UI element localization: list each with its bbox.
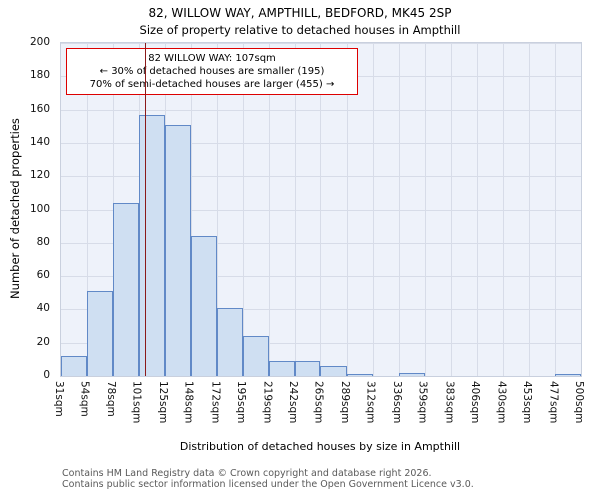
- v-gridline: [86, 43, 88, 376]
- x-tick-label: 172sqm: [209, 381, 222, 424]
- y-tick-label: 160: [29, 102, 50, 115]
- y-tick-label: 20: [36, 335, 50, 348]
- v-gridline: [451, 43, 453, 376]
- annotation-line-3: 70% of semi-detached houses are larger (…: [89, 79, 335, 90]
- annotation-line-1: 82 WILLOW WAY: 107sqm: [148, 53, 276, 64]
- v-gridline: [399, 43, 401, 376]
- v-gridline: [476, 43, 478, 376]
- y-tick-label: 80: [36, 235, 50, 248]
- x-tick-label: 336sqm: [391, 381, 404, 424]
- y-tick-label: 140: [29, 135, 50, 148]
- histogram-bar: [294, 361, 321, 376]
- y-tick-label: 60: [36, 269, 50, 282]
- v-gridline: [503, 43, 505, 376]
- v-gridline: [190, 43, 192, 376]
- v-gridline: [372, 43, 374, 376]
- v-gridline: [269, 43, 271, 376]
- histogram-bar: [86, 291, 114, 376]
- y-tick-label: 100: [29, 202, 50, 215]
- footer-line-2: Contains public sector information licen…: [62, 479, 474, 490]
- x-axis-title: Distribution of detached houses by size …: [179, 440, 461, 453]
- y-axis-tick-labels: 0 20 40 60 80 100 120 140 160 180 200: [0, 36, 56, 381]
- x-tick-label: 54sqm: [78, 381, 91, 417]
- x-tick-label: 31sqm: [53, 381, 65, 417]
- footer-line-1: Contains HM Land Registry data © Crown c…: [62, 468, 432, 479]
- plot-area: 82 WILLOW WAY: 107sqm ← 30% of detached …: [60, 42, 582, 377]
- x-axis-tick-labels: 31sqm 54sqm 78sqm 101sqm 125sqm 148sqm 172sqm 1…: [53, 379, 585, 437]
- v-gridline: [424, 43, 426, 376]
- chart-title: 82, WILLOW WAY, AMPTHILL, BEDFORD, MK45 …: [148, 6, 452, 20]
- histogram-bar: [113, 202, 139, 376]
- x-tick-label: 101sqm: [130, 381, 143, 424]
- x-tick-label: 453sqm: [520, 381, 533, 424]
- x-tick-label: 195sqm: [234, 381, 247, 424]
- x-tick-label: 500sqm: [573, 381, 585, 424]
- v-gridline: [347, 43, 349, 376]
- annotation-box: 82 WILLOW WAY: 107sqm ← 30% of detached …: [66, 48, 358, 95]
- histogram-bar: [269, 361, 295, 376]
- property-marker-line: [145, 43, 147, 376]
- x-tick-label: 359sqm: [416, 381, 429, 424]
- x-tick-label: 125sqm: [157, 381, 170, 424]
- x-tick-label: 383sqm: [443, 381, 456, 424]
- histogram-bar: [347, 374, 373, 376]
- v-gridline: [555, 43, 557, 376]
- y-tick-label: 0: [43, 369, 50, 381]
- x-tick-label: 265sqm: [312, 381, 325, 424]
- annotation-line-2: ← 30% of detached houses are smaller (19…: [99, 66, 325, 77]
- x-tick-label: 430sqm: [495, 381, 508, 424]
- x-tick-label: 289sqm: [339, 381, 352, 424]
- histogram-bar: [61, 356, 87, 376]
- histogram-bar: [190, 236, 218, 376]
- x-tick-label: 219sqm: [261, 381, 274, 424]
- histogram-bar: [165, 124, 191, 376]
- x-tick-label: 242sqm: [286, 381, 299, 424]
- x-tick-label: 78sqm: [105, 381, 118, 417]
- v-gridline: [528, 43, 530, 376]
- histogram-bar: [399, 372, 425, 376]
- chart-subtitle: Size of property relative to detached ho…: [139, 23, 461, 37]
- histogram-bar: [242, 336, 270, 376]
- y-tick-label: 120: [29, 169, 50, 182]
- y-tick-label: 40: [36, 302, 50, 315]
- histogram-bar: [320, 366, 348, 376]
- histogram-bar: [138, 114, 166, 376]
- histogram-bar: [217, 307, 243, 376]
- histogram-bar: [555, 374, 581, 376]
- v-gridline: [320, 43, 322, 376]
- y-tick-label: 180: [29, 69, 50, 82]
- v-gridline: [217, 43, 219, 376]
- x-tick-label: 406sqm: [468, 381, 481, 424]
- v-gridline: [294, 43, 296, 376]
- v-gridline: [242, 43, 244, 376]
- x-tick-label: 148sqm: [182, 381, 195, 424]
- y-tick-label: 200: [29, 36, 50, 48]
- x-tick-label: 312sqm: [364, 381, 377, 424]
- x-tick-label: 477sqm: [547, 381, 560, 424]
